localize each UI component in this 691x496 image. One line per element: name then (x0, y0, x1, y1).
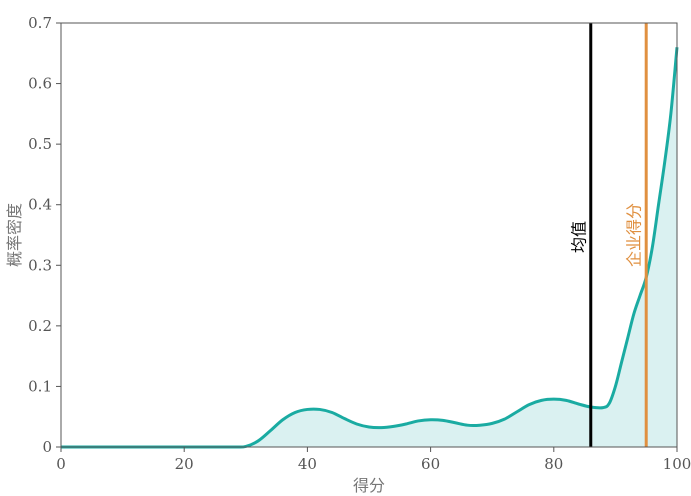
y-tick-label-5: 0.5 (28, 135, 52, 153)
y-tick-label-7: 0.7 (28, 14, 52, 32)
y-tick-label-1: 0.1 (28, 377, 52, 395)
x-tick-label-1: 20 (175, 455, 194, 473)
y-tick-label-3: 0.3 (28, 256, 52, 274)
y-tick-label-0: 0 (42, 438, 52, 456)
x-tick-label-2: 40 (298, 455, 317, 473)
y-axis-title: 概率密度 (5, 203, 24, 267)
x-tick-label-0: 0 (56, 455, 66, 473)
marker-label-0: 均值 (569, 221, 588, 253)
x-tick-label-5: 100 (663, 455, 691, 473)
density-fill-0 (61, 47, 677, 448)
plot-frame (60, 22, 678, 448)
density-curve-0 (61, 47, 679, 449)
y-tick-label-6: 0.6 (28, 75, 52, 93)
x-axis-title: 得分 (353, 476, 385, 495)
x-tick-label-3: 60 (421, 455, 440, 473)
marker-lines-layer: 均值 企业得分 (569, 23, 648, 447)
y-tick-label-2: 0.2 (28, 317, 52, 335)
density-area-layer (61, 47, 679, 449)
marker-label-1: 企业得分 (625, 203, 644, 267)
axes-layer: 0 0.1 0.2 0.3 0.4 0.5 0.6 0.7 0 20 40 60 80 100 (28, 14, 691, 473)
x-tick-label-4: 80 (544, 455, 563, 473)
y-tick-label-4: 0.4 (28, 196, 52, 214)
